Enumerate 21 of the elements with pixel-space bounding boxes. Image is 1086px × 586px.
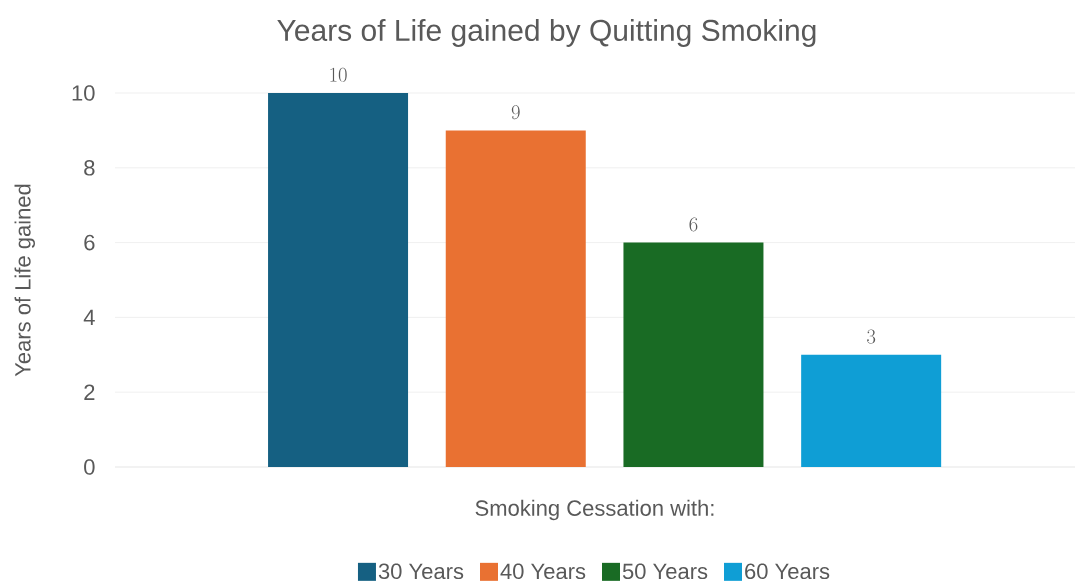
bar	[801, 354, 942, 467]
y-tick-label: 2	[84, 384, 95, 400]
data-label: 6	[689, 217, 698, 232]
x-axis-title: Smoking Cessation with:	[475, 499, 714, 521]
data-label: 10	[330, 67, 347, 82]
legend-label: 40 Years	[500, 563, 586, 580]
bar	[268, 93, 409, 467]
y-tick-label: 4	[83, 309, 95, 325]
y-tick-label: 0	[84, 459, 95, 475]
y-tick-label: 6	[84, 234, 95, 251]
bar	[445, 130, 586, 467]
legend-label: 60 Years	[745, 563, 830, 580]
legend-label: 50 Years	[622, 563, 708, 580]
legend-label: 30 Years	[378, 563, 464, 580]
y-tick-label: 10	[72, 85, 95, 101]
y-tick-label: 8	[84, 160, 95, 176]
y-axis-title: Years of Life gained	[14, 184, 36, 377]
chart-title: Years of Life gained by Quitting Smoking	[277, 19, 816, 47]
data-label: 9	[511, 105, 520, 120]
data-label: 3	[867, 329, 876, 344]
bar	[623, 242, 764, 467]
